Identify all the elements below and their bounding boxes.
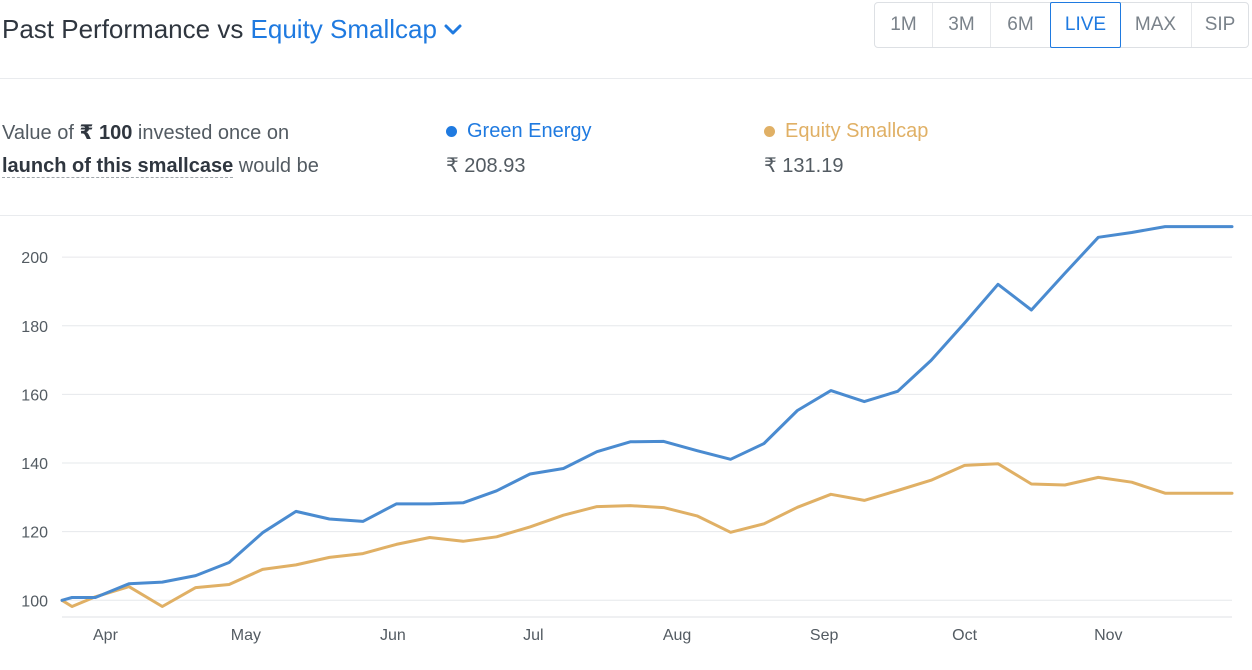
series-line-green-energy bbox=[60, 225, 1234, 602]
legend-green-energy: Green Energy ₹ 208.93 bbox=[446, 117, 592, 178]
legend-dot-icon bbox=[764, 125, 775, 137]
benchmark-label: Equity Smallcap bbox=[250, 14, 437, 44]
period-1m-button[interactable]: 1M bbox=[875, 3, 933, 47]
legend-value: ₹ 131.19 bbox=[764, 155, 844, 177]
x-tick-label: Nov bbox=[1094, 627, 1122, 644]
legend-label: Green Energy bbox=[467, 120, 592, 142]
x-tick-label: Oct bbox=[952, 627, 977, 644]
x-tick-label: Apr bbox=[93, 627, 119, 644]
launch-info-link[interactable]: launch of this smallcase bbox=[2, 155, 234, 178]
x-tick-label: May bbox=[231, 627, 261, 644]
legend-equity-smallcap: Equity Smallcap ₹ 131.19 bbox=[764, 117, 928, 178]
period-selector: 1M 3M 6M LIVE MAX SIP bbox=[874, 2, 1249, 48]
y-tick-label: 200 bbox=[21, 250, 48, 267]
blurb-text: Value of bbox=[2, 122, 74, 144]
legend-label: Equity Smallcap bbox=[785, 120, 929, 142]
legend-value: ₹ 208.93 bbox=[446, 155, 526, 177]
y-tick-label: 100 bbox=[21, 593, 48, 610]
y-tick-label: 120 bbox=[21, 525, 48, 542]
period-sip-button[interactable]: SIP bbox=[1204, 14, 1236, 35]
period-3m-button[interactable]: 3M bbox=[933, 3, 991, 47]
x-tick-label: Jul bbox=[523, 627, 543, 644]
x-tick-label: Sep bbox=[810, 627, 839, 644]
header: Past Performance vs Equity Smallcap 1M 3… bbox=[0, 0, 1252, 79]
series-line-equity-smallcap bbox=[60, 462, 1234, 608]
period-max-button[interactable]: MAX bbox=[1120, 3, 1192, 47]
benchmark-selector[interactable]: Equity Smallcap bbox=[251, 14, 463, 44]
performance-summary: Value of ₹ 100 invested once on launch o… bbox=[0, 79, 1252, 216]
legend-dot-icon bbox=[446, 125, 457, 137]
y-tick-label: 140 bbox=[21, 456, 48, 473]
y-tick-label: 180 bbox=[21, 319, 48, 336]
invested-amount: ₹ 100 bbox=[79, 122, 133, 144]
y-tick-label: 160 bbox=[21, 387, 48, 404]
x-tick-label: Jun bbox=[380, 627, 406, 644]
period-live-button[interactable]: LIVE bbox=[1050, 2, 1121, 48]
x-tick-label: Aug bbox=[663, 627, 691, 644]
investment-blurb: Value of ₹ 100 invested once on launch o… bbox=[2, 117, 319, 183]
blurb-text: would be bbox=[238, 155, 319, 177]
page-title: Past Performance vs Equity Smallcap bbox=[2, 12, 463, 46]
period-6m-button[interactable]: 6M bbox=[991, 3, 1051, 47]
chevron-down-icon bbox=[444, 24, 462, 35]
blurb-text: invested once on bbox=[137, 122, 290, 144]
performance-chart: 100 120 140 160 180 200 Apr May Jun Jul Aug Sep Oct N… bbox=[21, 225, 1234, 644]
title-prefix: Past Performance vs bbox=[2, 14, 244, 44]
